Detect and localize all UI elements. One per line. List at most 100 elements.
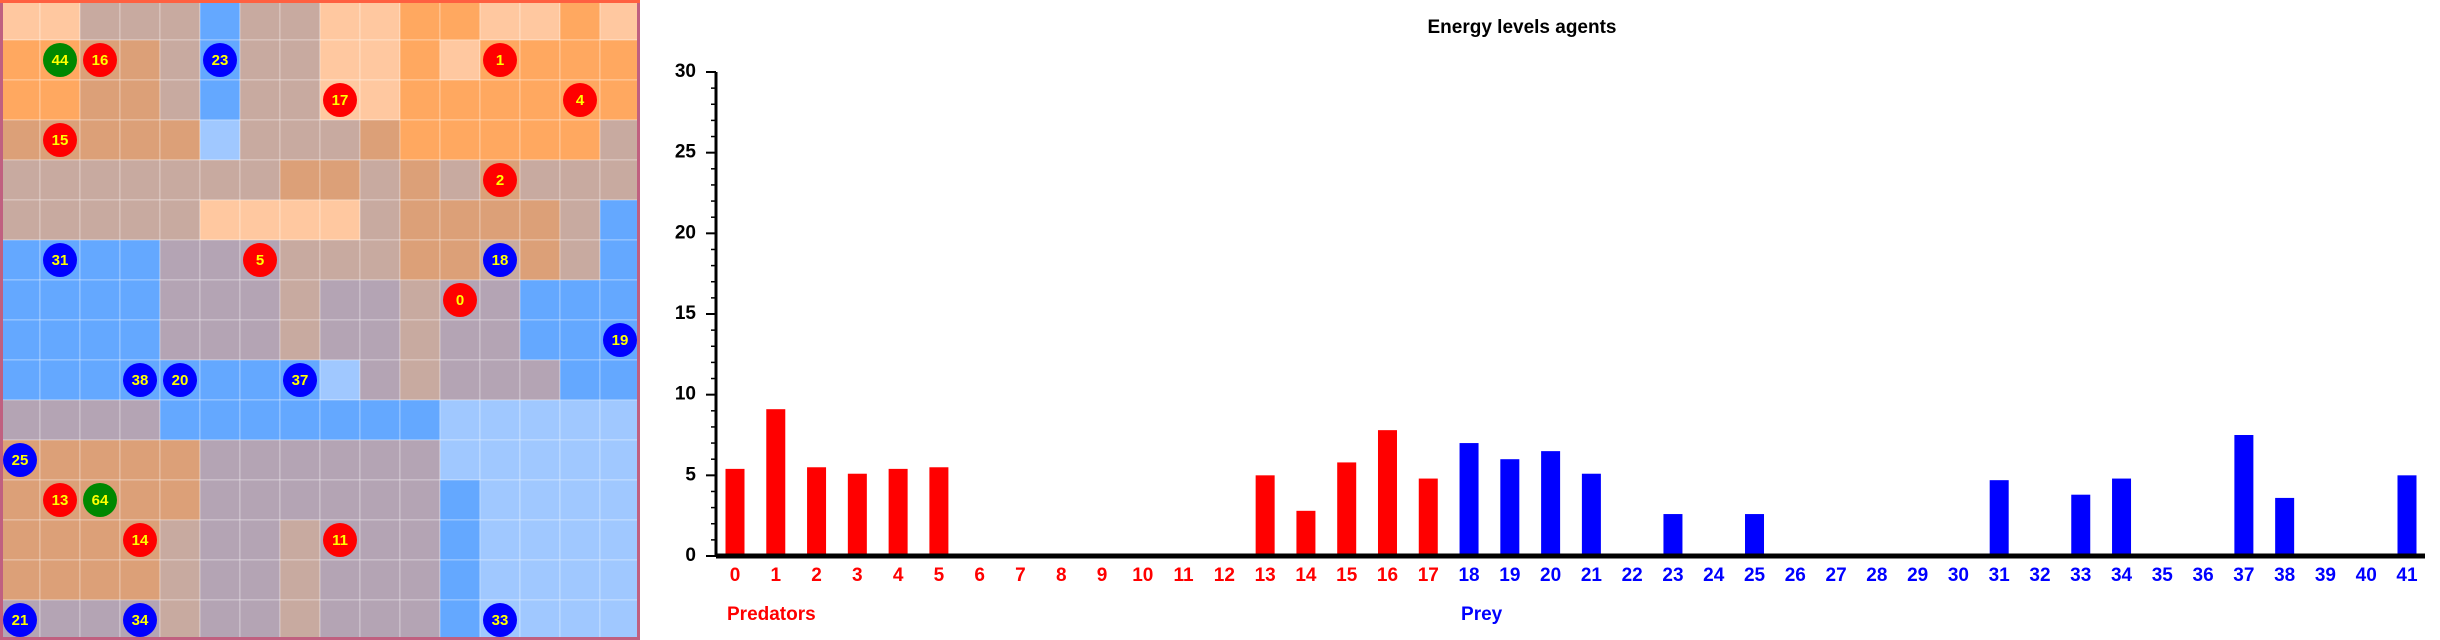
cell [399, 159, 441, 201]
cell [199, 359, 241, 401]
cell [559, 519, 601, 561]
cell [119, 119, 161, 161]
x-tick-label: 19 [1499, 565, 1520, 586]
cell [39, 199, 81, 241]
cell [159, 559, 201, 601]
cell [559, 0, 601, 41]
y-tick-label: 10 [675, 384, 696, 405]
x-tick-label: 36 [2193, 565, 2214, 586]
cell [559, 319, 601, 361]
x-tick-label: 37 [2233, 565, 2254, 586]
x-tick-label: 15 [1336, 565, 1358, 586]
cell [559, 559, 601, 601]
cell [439, 199, 481, 241]
x-tick-label: 29 [1907, 565, 1928, 586]
cell [0, 559, 41, 601]
bar [1989, 480, 2009, 556]
x-tick-label: 2 [811, 565, 822, 586]
bar [1337, 462, 1357, 556]
x-tick-label: 7 [1015, 565, 1026, 586]
cell [159, 239, 201, 281]
cell [199, 239, 241, 281]
cell [319, 119, 361, 161]
agent-label: 21 [12, 612, 29, 629]
x-tick-label: 27 [1826, 565, 1847, 586]
cell [79, 599, 121, 640]
cell [159, 439, 201, 481]
cell [599, 359, 641, 401]
cell [599, 79, 641, 121]
x-tick-label: 20 [1540, 565, 1561, 586]
y-tick-label: 30 [675, 61, 696, 82]
cell [439, 399, 481, 441]
cell [319, 559, 361, 601]
bar [888, 468, 908, 556]
agent [83, 483, 117, 517]
cell [439, 479, 481, 521]
y-tick-label: 25 [675, 142, 697, 163]
cell [359, 119, 401, 161]
cell [439, 79, 481, 121]
cell [399, 119, 441, 161]
cell [239, 479, 281, 521]
cell [39, 0, 81, 41]
cell [519, 79, 561, 121]
cell [79, 239, 121, 281]
agent-label: 14 [132, 532, 149, 549]
cell [439, 519, 481, 561]
cell [519, 399, 561, 441]
cell [319, 479, 361, 521]
cell [239, 39, 281, 81]
x-tick-label: 25 [1744, 565, 1766, 586]
cell [399, 519, 441, 561]
cell [399, 359, 441, 401]
cell [359, 559, 401, 601]
cell [599, 119, 641, 161]
bar [1541, 451, 1561, 556]
cell [39, 399, 81, 441]
y-tick-label: 20 [675, 222, 696, 243]
cell [319, 39, 361, 81]
x-tick-label: 0 [730, 565, 741, 586]
cell [399, 439, 441, 481]
cell [519, 599, 561, 640]
cell [279, 119, 321, 161]
agent-label: 19 [612, 332, 629, 349]
agent-label: 15 [52, 132, 69, 149]
cell [599, 0, 641, 41]
cell [0, 199, 41, 241]
bar [1663, 514, 1683, 556]
cell [0, 479, 41, 521]
agent-label: 5 [256, 252, 264, 269]
cell [0, 359, 41, 401]
cell [359, 159, 401, 201]
agent-label: 13 [52, 492, 69, 509]
cell [0, 319, 41, 361]
bar [847, 473, 867, 556]
cell [79, 359, 121, 401]
bar [2112, 478, 2132, 556]
cell [319, 439, 361, 481]
cell [279, 479, 321, 521]
cell [39, 599, 81, 640]
agent [563, 83, 597, 117]
cell [159, 119, 201, 161]
x-tick-label: 30 [1948, 565, 1969, 586]
x-tick-label: 8 [1056, 565, 1067, 586]
cell [159, 159, 201, 201]
cell [439, 319, 481, 361]
cell [279, 0, 321, 41]
cell [199, 0, 241, 41]
agent [43, 123, 77, 157]
cell [519, 39, 561, 81]
bar [2071, 494, 2091, 556]
agent [243, 243, 277, 277]
cell [199, 439, 241, 481]
cell [39, 439, 81, 481]
cell [479, 319, 521, 361]
cell [0, 239, 41, 281]
agent-label: 4 [576, 92, 585, 109]
agent [483, 603, 517, 637]
x-tick-label: 14 [1295, 565, 1317, 586]
